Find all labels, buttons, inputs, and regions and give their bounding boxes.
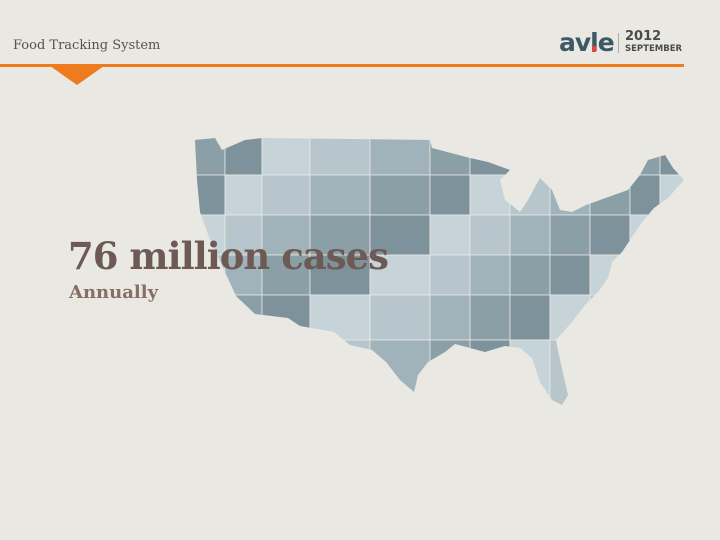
state-region (429, 214, 471, 256)
state-region (309, 138, 371, 176)
state-region (195, 339, 226, 405)
state-region (261, 254, 311, 296)
state-region (261, 138, 311, 176)
state-region (509, 138, 551, 176)
state-region (195, 138, 226, 176)
state-region (549, 174, 591, 216)
state-region (369, 339, 431, 405)
state-region (629, 294, 661, 341)
state-region (309, 339, 371, 405)
state-region (224, 174, 263, 216)
state-region (509, 339, 551, 405)
state-region (224, 214, 263, 256)
state-region (629, 339, 661, 405)
state-region (369, 214, 431, 256)
state-region (629, 138, 661, 176)
state-region (309, 174, 371, 216)
subheadline: Annually (69, 282, 159, 303)
date-month: SEPTEMBER (625, 44, 683, 54)
state-region (659, 138, 684, 176)
state-region (659, 294, 684, 341)
state-region (509, 294, 551, 341)
state-region (589, 214, 631, 256)
state-region (659, 214, 684, 256)
header-pointer (50, 66, 104, 85)
state-region (224, 294, 263, 341)
state-region (469, 339, 511, 405)
state-region (549, 138, 591, 176)
state-region (224, 339, 263, 405)
state-region (549, 339, 591, 405)
state-region (369, 174, 431, 216)
state-region (509, 174, 551, 216)
state-region (429, 138, 471, 176)
state-region (589, 339, 631, 405)
avle-logo: avle (559, 28, 615, 57)
state-region (659, 254, 684, 296)
state-region (629, 214, 661, 256)
state-region (469, 254, 511, 296)
headline: 76 million cases (68, 234, 389, 278)
state-region (549, 254, 591, 296)
state-region (429, 174, 471, 216)
state-region (261, 174, 311, 216)
state-region (224, 138, 263, 176)
state-region (261, 214, 311, 256)
state-region (309, 214, 371, 256)
state-region (589, 294, 631, 341)
state-region (195, 294, 226, 341)
date-year: 2012 (625, 29, 662, 44)
state-region (195, 174, 226, 216)
state-region (469, 214, 511, 256)
state-region (309, 294, 371, 341)
state-region (429, 339, 471, 405)
state-region (261, 294, 311, 341)
state-region (659, 339, 684, 405)
state-region (629, 174, 661, 216)
presentation-title: Food Tracking System (13, 38, 161, 53)
state-region (589, 254, 631, 296)
state-region (589, 138, 631, 176)
state-region (469, 138, 511, 176)
state-region (261, 339, 311, 405)
state-region (549, 294, 591, 341)
state-region (469, 174, 511, 216)
header-rule (0, 64, 684, 67)
state-region (429, 294, 471, 341)
state-region (429, 254, 471, 296)
logo-divider (618, 33, 619, 53)
state-region (369, 138, 431, 176)
state-region (629, 254, 661, 296)
state-region (659, 174, 684, 216)
state-region (589, 174, 631, 216)
state-region (549, 214, 591, 256)
state-region (369, 294, 431, 341)
state-region (509, 254, 551, 296)
state-region (469, 294, 511, 341)
state-region (509, 214, 551, 256)
